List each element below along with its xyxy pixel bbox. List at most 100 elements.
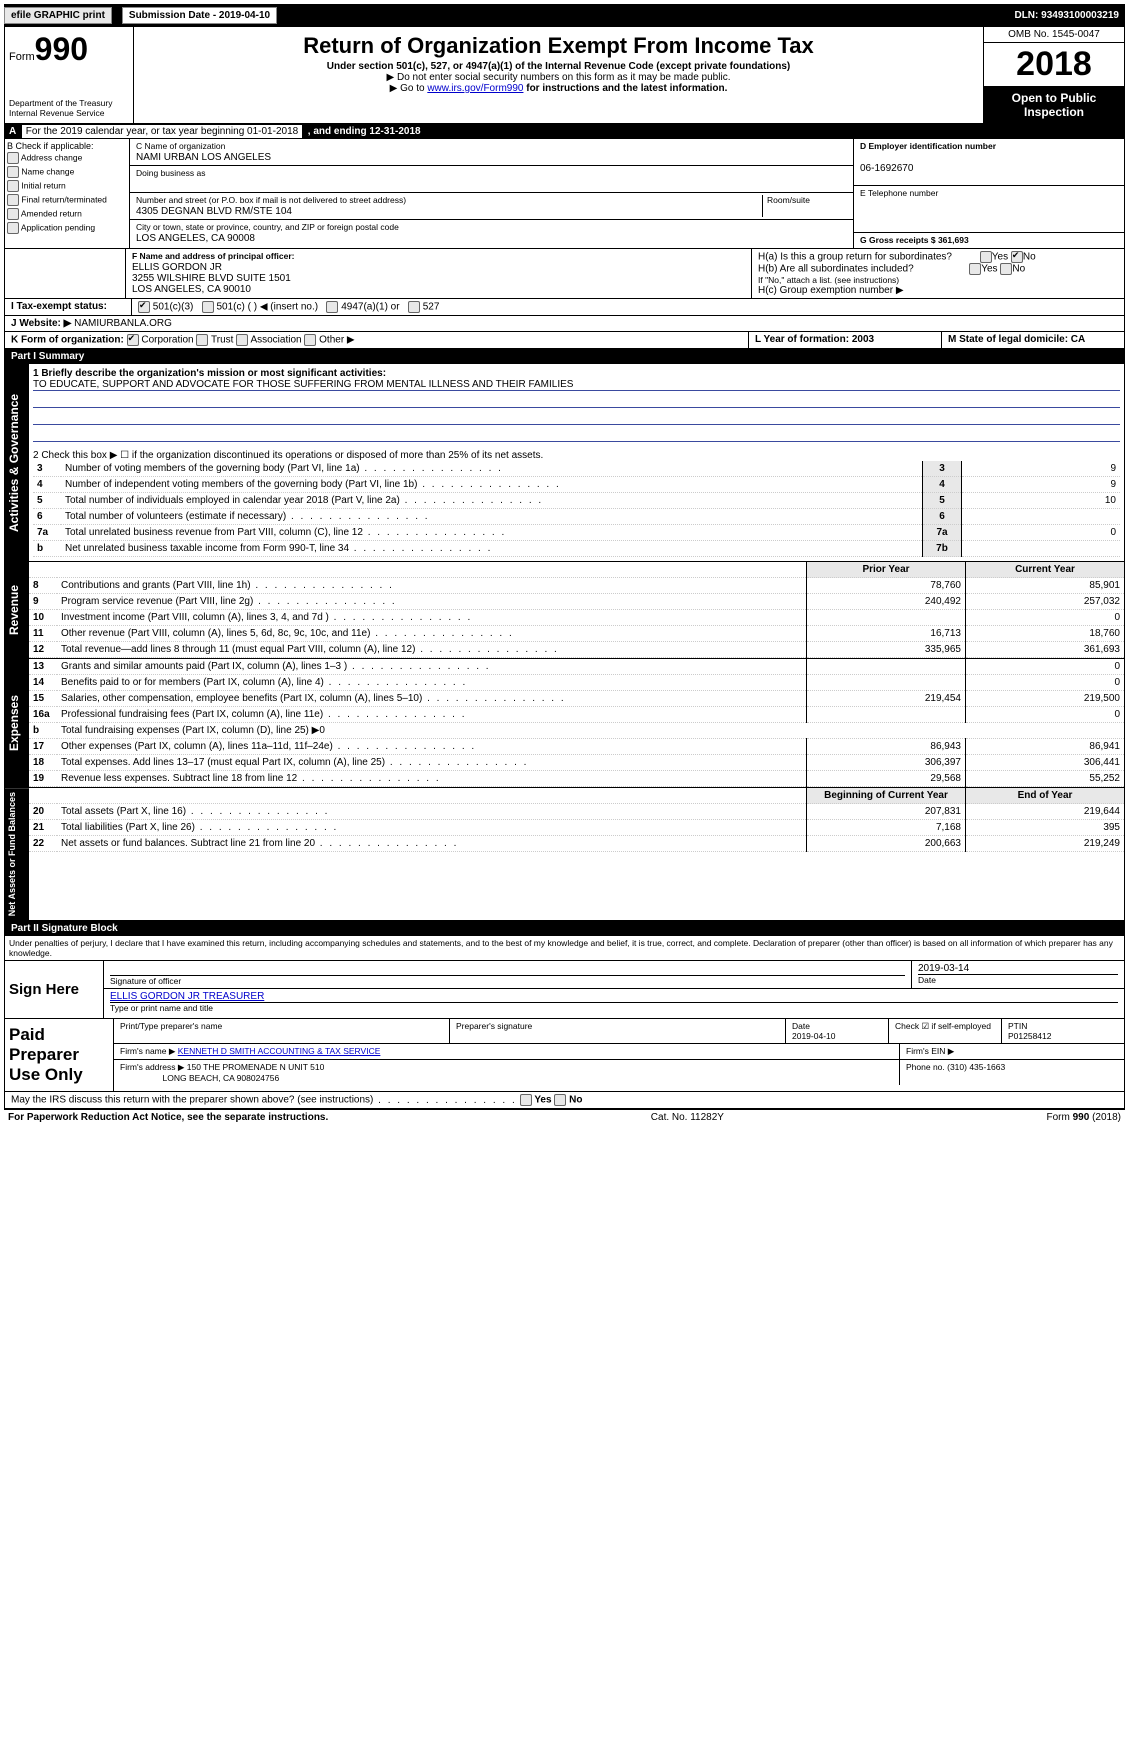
officer-sig-name[interactable]: ELLIS GORDON JR TREASURER (110, 991, 264, 1002)
irs-no[interactable] (554, 1094, 566, 1106)
line1-label: 1 Briefly describe the organization's mi… (33, 368, 386, 379)
g-label: G Gross receipts $ 361,693 (860, 235, 969, 245)
officer-addr2: LOS ANGELES, CA 90010 (132, 284, 251, 295)
d-label: D Employer identification number (860, 141, 996, 151)
type-label: Type or print name and title (110, 1002, 1118, 1013)
chk-name-change[interactable] (7, 166, 19, 178)
sig-officer-label: Signature of officer (110, 975, 905, 986)
chk-address-change[interactable] (7, 152, 19, 164)
sig-date: 2019-03-14 (918, 963, 969, 974)
firm-addr1: 150 THE PROMENADE N UNIT 510 (187, 1062, 325, 1072)
addr-label: Number and street (or P.O. box if mail i… (136, 195, 406, 205)
chk-final-return[interactable] (7, 194, 19, 206)
ein: 06-1692670 (860, 163, 913, 174)
chk-501c[interactable] (202, 301, 214, 313)
prep-date-h: Date (792, 1021, 810, 1031)
dln-label: DLN: 93493100003219 (1008, 10, 1125, 21)
part2-header: Part II Signature Block (5, 921, 1124, 936)
irs-link[interactable]: www.irs.gov/Form990 (427, 83, 523, 94)
irs-yes[interactable] (520, 1094, 532, 1106)
firm-name-label: Firm's name ▶ (120, 1046, 175, 1056)
paperwork-notice: For Paperwork Reduction Act Notice, see … (8, 1112, 328, 1123)
efile-button[interactable]: efile GRAPHIC print (4, 7, 112, 24)
hb-no[interactable] (1000, 263, 1012, 275)
chk-other[interactable] (304, 334, 316, 346)
ptin-h: PTIN (1008, 1021, 1027, 1031)
dept-irs: Internal Revenue Service (9, 108, 129, 118)
chk-501c3[interactable] (138, 301, 150, 313)
f-label: F Name and address of principal officer: (132, 251, 294, 261)
submission-date: Submission Date - 2019-04-10 (122, 7, 277, 24)
vert-expenses: Expenses (5, 659, 29, 787)
firm-addr2: LONG BEACH, CA 908024756 (163, 1073, 280, 1083)
chk-amended[interactable] (7, 208, 19, 220)
begin-year-h: Beginning of Current Year (807, 788, 966, 804)
room-label: Room/suite (767, 195, 810, 205)
open-public-badge: Open to Public Inspection (984, 87, 1124, 123)
ha-label: H(a) Is this a group return for subordin… (758, 252, 952, 263)
subtitle3-post: for instructions and the latest informat… (523, 83, 727, 94)
mission-text: TO EDUCATE, SUPPORT AND ADVOCATE FOR THO… (33, 379, 1120, 391)
line2: 2 Check this box ▶ ☐ if the organization… (33, 450, 1120, 461)
ptin-v: P01258412 (1008, 1031, 1052, 1041)
k-label: K Form of organization: (11, 335, 124, 346)
prior-year-h: Prior Year (807, 562, 966, 578)
form-footer: 990 (1073, 1112, 1090, 1123)
dba-label: Doing business as (136, 168, 205, 178)
part1-header: Part I Summary (5, 349, 1124, 364)
officer-addr1: 3255 WILSHIRE BLVD SUITE 1501 (132, 273, 291, 284)
chk-pending[interactable] (7, 222, 19, 234)
chk-initial-return[interactable] (7, 180, 19, 192)
l-label: L Year of formation: 2003 (755, 334, 874, 345)
current-year-h: Current Year (966, 562, 1125, 578)
hb-label: H(b) Are all subordinates included? (758, 264, 914, 275)
firm-ein: Firm's EIN ▶ (900, 1044, 1124, 1059)
i-label: I Tax-exempt status: (11, 301, 107, 312)
chk-assoc[interactable] (236, 334, 248, 346)
firm-name[interactable]: KENNETH D SMITH ACCOUNTING & TAX SERVICE (178, 1046, 381, 1056)
e-label: E Telephone number (860, 188, 938, 198)
chk-4947[interactable] (326, 301, 338, 313)
city-label: City or town, state or province, country… (136, 222, 399, 232)
section-b-label: B Check if applicable: (7, 141, 127, 151)
vert-revenue: Revenue (5, 562, 29, 658)
paid-preparer-label: Paid Preparer Use Only (5, 1019, 113, 1091)
hb-yes[interactable] (969, 263, 981, 275)
row-a-text: For the 2019 calendar year, or tax year … (26, 126, 298, 137)
end-year-h: End of Year (966, 788, 1125, 804)
firm-addr-label: Firm's address ▶ (120, 1062, 184, 1072)
chk-527[interactable] (408, 301, 420, 313)
form-prefix: Form (9, 51, 35, 63)
chk-corp[interactable] (127, 334, 139, 346)
dept-treasury: Department of the Treasury (9, 98, 129, 108)
subtitle3-pre: ▶ Go to (390, 83, 428, 94)
form-main: Form990 Department of the Treasury Inter… (4, 26, 1125, 1110)
form-number: 990 (35, 31, 88, 67)
prep-sig-h: Preparer's signature (450, 1019, 786, 1043)
check-self-emp: Check ☑ if self-employed (889, 1019, 1002, 1043)
ha-yes[interactable] (980, 251, 992, 263)
org-name: NAMI URBAN LOS ANGELES (136, 152, 271, 163)
org-address: 4305 DEGNAN BLVD RM/STE 104 (136, 206, 292, 217)
org-city: LOS ANGELES, CA 90008 (136, 233, 255, 244)
irs-discuss: May the IRS discuss this return with the… (11, 1095, 373, 1106)
row-a-ending: , and ending 12-31-2018 (308, 126, 421, 137)
omb-number: OMB No. 1545-0047 (984, 27, 1124, 43)
website: NAMIURBANLA.ORG (74, 318, 172, 329)
prep-name-h: Print/Type preparer's name (114, 1019, 450, 1043)
hc-label: H(c) Group exemption number ▶ (758, 285, 1118, 296)
vert-governance: Activities & Governance (5, 364, 29, 561)
prep-date-v: 2019-04-10 (792, 1031, 835, 1041)
firm-phone: Phone no. (310) 435-1663 (900, 1060, 1124, 1085)
ha-no[interactable] (1011, 251, 1023, 263)
top-bar: efile GRAPHIC print Submission Date - 20… (4, 4, 1125, 26)
tax-year: 2018 (984, 43, 1124, 87)
vert-netassets: Net Assets or Fund Balances (5, 788, 29, 920)
hb-note: If "No," attach a list. (see instruction… (758, 275, 1118, 285)
j-label: J Website: ▶ (11, 318, 71, 329)
chk-trust[interactable] (196, 334, 208, 346)
row-a-prefix: A (9, 126, 16, 137)
officer-name: ELLIS GORDON JR (132, 262, 222, 273)
sign-here-label: Sign Here (5, 961, 104, 1018)
date-label: Date (918, 974, 1118, 985)
